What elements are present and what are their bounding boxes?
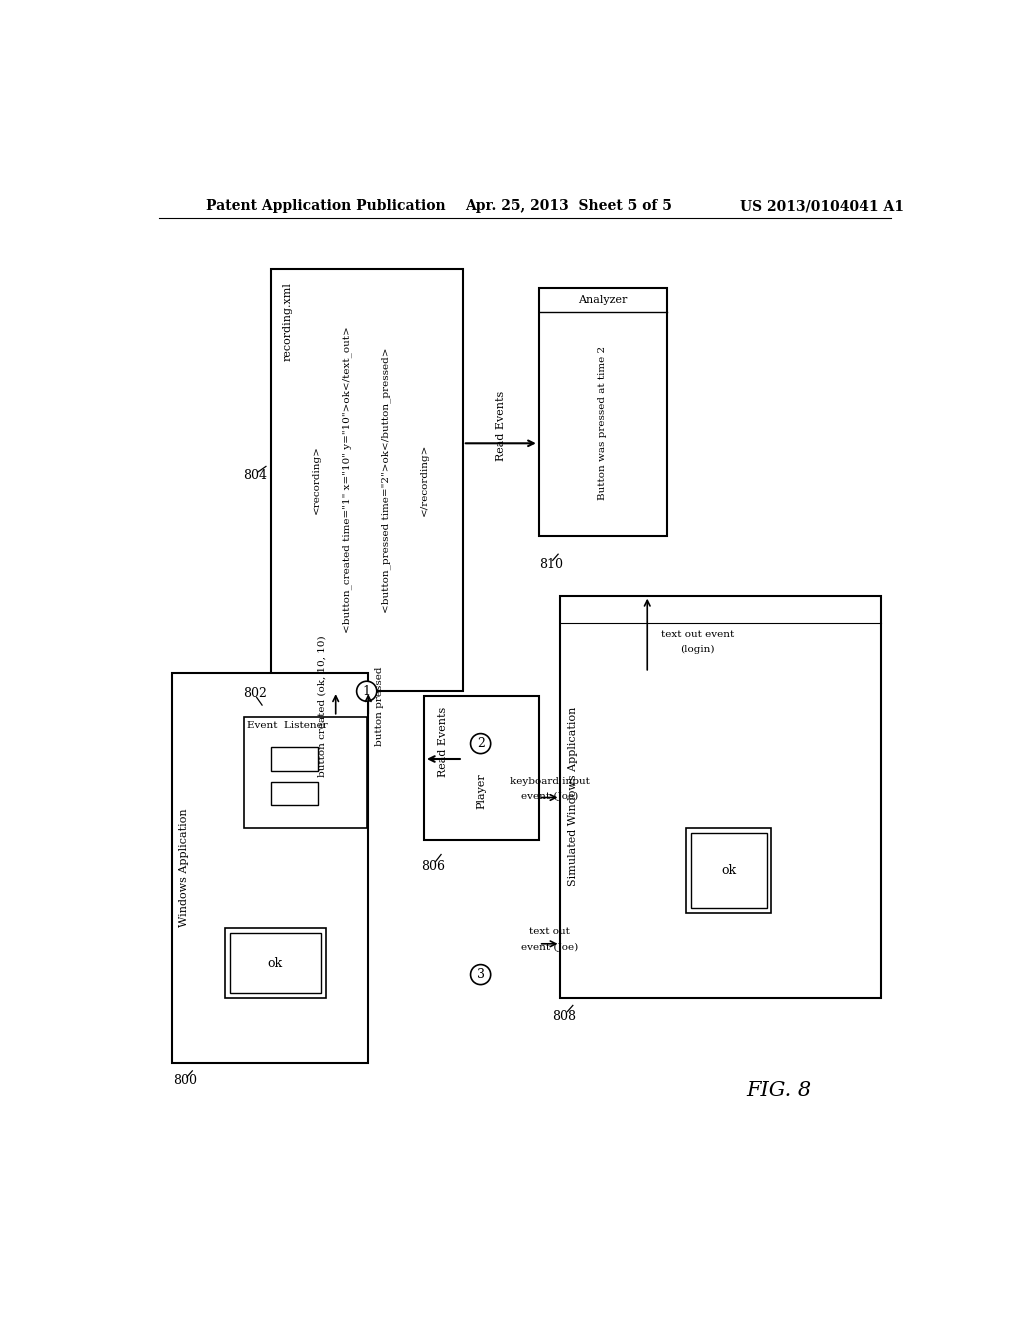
Text: Event  Listener: Event Listener [248,721,328,730]
Text: Read Events: Read Events [438,708,449,777]
Bar [271,747,317,771]
Text: <button_created time="1" x="10" y="10">ok</text_out>: <button_created time="1" x="10" y="10">o… [342,326,352,634]
Text: Patent Application Publication: Patent Application Publication [206,199,445,213]
Text: recording.xml: recording.xml [283,282,292,362]
Text: Apr. 25, 2013  Sheet 5 of 5: Apr. 25, 2013 Sheet 5 of 5 [465,199,672,213]
Text: (login): (login) [680,645,715,655]
Text: 810: 810 [539,558,563,572]
Text: </recording>: </recording> [420,444,429,516]
Bar [271,268,463,692]
Text: Read Events: Read Events [496,391,506,462]
Text: Windows Application: Windows Application [179,809,188,927]
Bar [690,833,767,908]
Text: 1: 1 [362,685,371,698]
Bar [229,933,321,993]
Text: button created (ok, 10, 10): button created (ok, 10, 10) [317,636,327,777]
Bar [225,928,326,998]
Text: event (Joe): event (Joe) [521,942,579,952]
Text: FIG. 8: FIG. 8 [746,1081,812,1100]
Text: 808: 808 [552,1010,575,1023]
Text: text out: text out [529,927,570,936]
Text: Player: Player [476,774,486,809]
Circle shape [471,965,490,985]
Text: Analyzer: Analyzer [578,296,628,305]
Bar [424,696,539,840]
Bar [560,595,882,998]
Text: <button_pressed time="2">ok</button_pressed>: <button_pressed time="2">ok</button_pres… [381,347,391,612]
Text: 3: 3 [476,968,484,981]
Text: <recording>: <recording> [312,445,321,515]
Bar [271,781,317,805]
Text: Button was pressed at time 2: Button was pressed at time 2 [598,346,607,500]
Text: Simulated Windows Application: Simulated Windows Application [568,708,578,887]
Text: 806: 806 [421,861,445,874]
Text: keyboard input: keyboard input [510,777,590,785]
Text: 800: 800 [173,1074,197,1088]
Bar [245,717,367,829]
Bar [172,673,369,1063]
Text: 2: 2 [477,737,484,750]
Text: button pressed: button pressed [375,667,384,746]
Text: ok: ok [267,957,283,970]
Text: ok: ok [721,865,736,878]
Text: 802: 802 [243,686,266,700]
Text: US 2013/0104041 A1: US 2013/0104041 A1 [740,199,904,213]
Circle shape [471,734,490,754]
Circle shape [356,681,377,701]
Bar [686,829,771,913]
Text: event (Joe): event (Joe) [521,792,579,801]
Text: 804: 804 [243,469,266,482]
Text: text out event: text out event [662,630,734,639]
Bar [539,288,667,536]
